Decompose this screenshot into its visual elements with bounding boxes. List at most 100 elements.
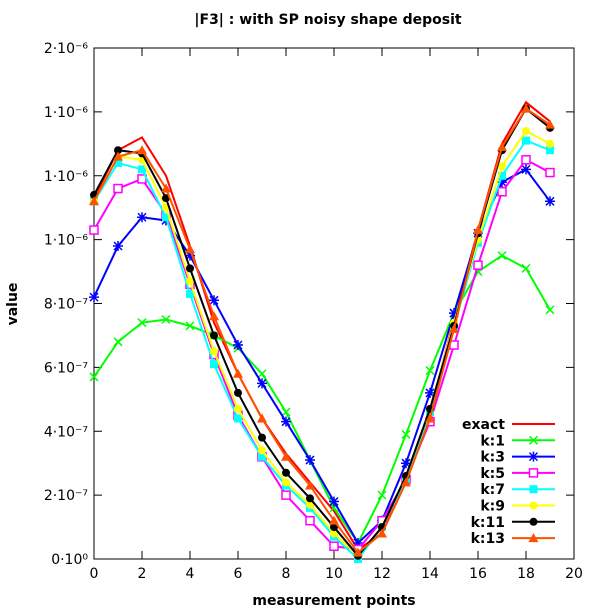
series-k-13-point xyxy=(401,477,411,487)
series-k-3-point xyxy=(113,241,123,252)
x-axis: 0 2 4 6 8 10 12 14 16 18 20 xyxy=(90,48,583,582)
y-tick-label: 1·10⁻⁶ xyxy=(44,169,89,185)
x-tick-label: 14 xyxy=(421,566,439,582)
series-k-5-point xyxy=(305,515,315,526)
series-k-3-point xyxy=(257,378,267,389)
series-k-1-point xyxy=(377,490,387,500)
y-tick-label: 1·10⁻⁶ xyxy=(44,233,89,249)
series-k-7-point xyxy=(162,213,170,222)
series-k-5-point xyxy=(521,155,531,165)
legend-exact-label: exact xyxy=(462,417,505,433)
series-k-5-point xyxy=(329,541,339,551)
series-k-5-point xyxy=(473,260,483,270)
series-k-5-point xyxy=(113,183,123,194)
series-k-9-point xyxy=(546,139,554,148)
series-k-3-point xyxy=(137,212,147,223)
series-k-11-point xyxy=(282,468,290,477)
series-k-7-point xyxy=(138,165,146,174)
series-k-1-point xyxy=(137,318,147,328)
legend-k-11-label: k:11 xyxy=(471,515,505,531)
series-k-7-point xyxy=(186,289,194,298)
series-k-11-point xyxy=(186,264,194,273)
series-k-13-point xyxy=(185,244,195,254)
series-k-5-point xyxy=(545,167,555,178)
series-k-5-line xyxy=(93,158,551,551)
series-k-11-point xyxy=(114,146,122,155)
series-k-1-point xyxy=(401,429,411,439)
series-k-3-point xyxy=(209,295,219,306)
legend-k-9-label: k:9 xyxy=(480,499,505,515)
series-k-3-point xyxy=(425,387,435,398)
x-tick-label: 20 xyxy=(565,566,583,582)
series-k-11-point xyxy=(306,494,314,503)
series-k-7-point xyxy=(522,136,530,145)
legend-k-3-label: k:3 xyxy=(480,450,505,466)
legend-k-5-label: k:5 xyxy=(480,466,505,482)
series-layer xyxy=(89,100,555,563)
series-k-7-point xyxy=(546,146,554,155)
y-axis-label: value xyxy=(5,283,21,326)
series-k-3-point xyxy=(233,340,243,351)
legend-k-1-point xyxy=(528,435,539,445)
series-k-13-point xyxy=(329,515,339,525)
legend-k-11-point xyxy=(529,517,538,526)
x-tick-label: 16 xyxy=(469,566,487,582)
legend-k-7-point xyxy=(529,485,538,494)
series-k-3-point xyxy=(401,458,411,469)
series-k-9-point xyxy=(258,446,266,455)
x-axis-label: measurement points xyxy=(252,593,415,609)
x-tick-label: 18 xyxy=(517,566,535,582)
series-k-1-point xyxy=(113,337,123,347)
legend-k-9-point xyxy=(529,501,538,510)
series-k-9-line xyxy=(93,129,551,558)
series-k-1-point xyxy=(425,366,435,376)
series-k-13-point xyxy=(305,480,315,490)
series-k-13-point xyxy=(521,103,531,113)
series-k-13-point xyxy=(281,451,291,461)
series-k-7-point xyxy=(258,452,266,461)
y-tick-label: 4·10⁻⁷ xyxy=(44,424,88,440)
series-k-13-point xyxy=(89,196,99,206)
series-k-13-point xyxy=(137,145,147,155)
series-k-9-point xyxy=(210,347,218,356)
legend-k-13-label: k:13 xyxy=(471,531,505,547)
series-k-3-point xyxy=(89,292,99,303)
series-k-3-point xyxy=(497,177,507,188)
series-k-7-point xyxy=(234,414,242,423)
y-tick-label: 2·10⁻⁷ xyxy=(44,488,88,504)
series-k-9-point xyxy=(306,500,314,509)
series-k-7-point xyxy=(498,171,506,180)
series-k-3-point xyxy=(353,538,363,549)
legend-k-5-point xyxy=(528,468,539,478)
y-tick-label: 0·10⁰ xyxy=(51,552,88,568)
series-k-13-point xyxy=(353,547,363,557)
series-k-7-point xyxy=(210,360,218,369)
y-tick-label: 6·10⁻⁷ xyxy=(44,360,88,376)
series-k-5-point xyxy=(89,225,99,235)
series-k-3-point xyxy=(329,496,339,507)
x-tick-label: 2 xyxy=(138,566,147,582)
x-tick-label: 10 xyxy=(325,566,343,582)
series-k-13-point xyxy=(233,368,243,378)
series-k-3-point xyxy=(449,308,459,319)
series-k-13-point xyxy=(449,324,459,334)
y-tick-label: 8·10⁻⁷ xyxy=(44,297,88,313)
series-k-3-point xyxy=(185,250,195,261)
series-k-13-line xyxy=(93,107,551,555)
series-k-3-point xyxy=(305,454,315,465)
series-k-9-point xyxy=(282,478,290,487)
series-k-13-point xyxy=(257,413,267,423)
x-tick-label: 8 xyxy=(282,566,291,582)
y-tick-label: 1·10⁻⁶ xyxy=(44,105,89,121)
series-k-11-point xyxy=(258,433,266,442)
series-k-13-point xyxy=(113,151,123,161)
x-tick-label: 12 xyxy=(373,566,391,582)
chart-title: |F3| : with SP noisy shape deposit xyxy=(194,12,462,28)
legend-k-13-point xyxy=(528,533,539,543)
series-k-9-point xyxy=(186,277,194,286)
x-tick-label: 4 xyxy=(186,566,195,582)
series-k-9-point xyxy=(330,529,338,538)
series-k-1-point xyxy=(281,407,291,417)
y-axis: 0·10⁰ 2·10⁻⁷ 4·10⁻⁷ 6·10⁻⁷ 8·10⁻⁷ 1·10⁻⁶ 1·10⁻… xyxy=(44,41,574,568)
